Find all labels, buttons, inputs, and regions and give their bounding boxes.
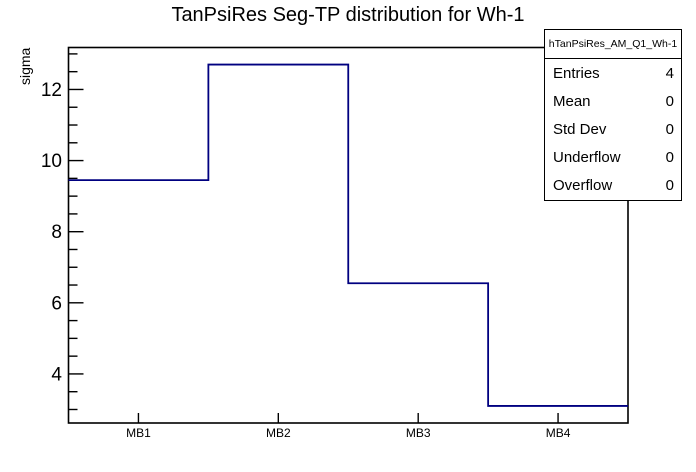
stats-row-value: 4 — [665, 64, 674, 82]
histogram-line — [68, 63, 628, 407]
y-tick-label: 10 — [41, 151, 62, 172]
stats-box: hTanPsiRes_AM_Q1_Wh-1 Entries 4 Mean 0 Std D… — [544, 29, 682, 201]
stats-row-value: 0 — [665, 177, 674, 195]
y-tick-label: 6 — [51, 293, 62, 314]
stats-row: Entries 4 — [545, 59, 681, 87]
stats-row-value: 0 — [665, 92, 674, 110]
stats-row-label: Mean — [553, 92, 591, 110]
page-title: TanPsiRes Seg-TP distribution for Wh-1 — [171, 4, 525, 26]
x-tick-label: MB2 — [266, 426, 291, 440]
y-tick-label: 4 — [51, 364, 62, 385]
plot-frame — [67, 46, 629, 424]
stats-row-value: 0 — [665, 121, 674, 138]
stats-row-label: Underflow — [553, 149, 621, 167]
stats-row-label: Overflow — [553, 177, 613, 195]
y-axis-title: sigma — [17, 47, 33, 85]
x-tick-label: MB4 — [546, 426, 571, 440]
stats-row-label: Std Dev — [553, 121, 607, 138]
x-tick-label: MB1 — [126, 426, 151, 440]
y-tick-label: 12 — [41, 80, 62, 101]
stats-row: Std Dev 0 — [545, 115, 681, 143]
y-tick-label: 8 — [51, 222, 62, 243]
stats-row-label: Entries — [553, 64, 600, 82]
stats-rows: Entries 4 Mean 0 Std Dev 0 Underflow 0 Overflow 0 — [545, 59, 681, 200]
x-tick-label: MB3 — [406, 426, 431, 440]
stats-row: Mean 0 — [545, 87, 681, 115]
stats-row-value: 0 — [665, 149, 674, 167]
stats-row: Overflow 0 — [545, 172, 681, 200]
stats-box-title: hTanPsiRes_AM_Q1_Wh-1 — [545, 30, 681, 59]
stats-row: Underflow 0 — [545, 144, 681, 172]
